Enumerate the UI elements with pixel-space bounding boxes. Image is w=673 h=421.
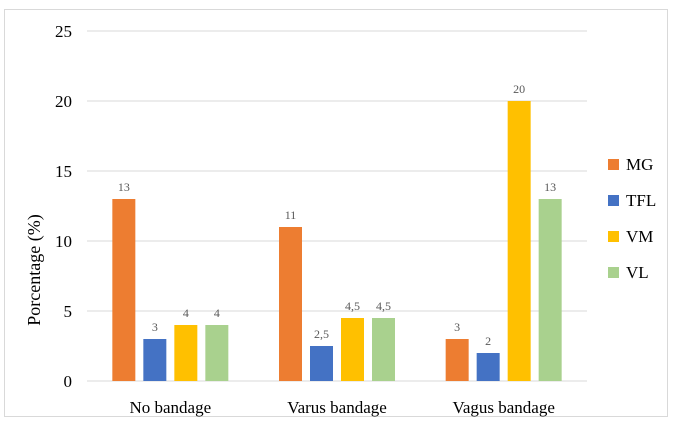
bar-mg-0: [112, 199, 136, 381]
data-label: 3: [152, 320, 158, 334]
bar-vl-2: [538, 199, 562, 381]
y-tick-label: 10: [55, 232, 72, 251]
data-label: 4,5: [376, 299, 391, 313]
data-label: 4: [183, 306, 189, 320]
bars: [112, 101, 562, 381]
legend-swatch-vl: [608, 267, 619, 278]
gridlines: [87, 30, 587, 382]
bar-vl-0: [205, 325, 229, 381]
bar-tfl-2: [476, 353, 500, 381]
bar-vm-0: [174, 325, 198, 381]
x-category-label: Varus bandage: [287, 398, 387, 417]
bar-vl-1: [372, 318, 395, 381]
legend-swatch-vm: [608, 231, 619, 242]
bar-vm-2: [507, 101, 531, 381]
legend-swatch-mg: [608, 159, 619, 170]
x-category-label: No bandage: [129, 398, 211, 417]
y-tick-label: 0: [64, 372, 73, 391]
y-tick-label: 15: [55, 162, 72, 181]
bar-tfl-0: [143, 339, 167, 381]
bar-mg-1: [279, 227, 302, 381]
data-label: 11: [285, 208, 297, 222]
data-label: 13: [118, 180, 130, 194]
legend-label-mg: MG: [626, 155, 653, 174]
legend-swatch-tfl: [608, 195, 619, 206]
x-axis-categories: No bandage Varus bandage Vagus bandage: [129, 398, 554, 417]
bar-mg-2: [445, 339, 469, 381]
legend-label-vl: VL: [626, 263, 649, 282]
data-label: 2,5: [314, 327, 329, 341]
data-label: 4,5: [345, 299, 360, 313]
x-category-label: Vagus bandage: [452, 398, 554, 417]
y-tick-label: 20: [55, 92, 72, 111]
data-labels: 13 3 4 4 11 2,5 4,5 4,5 3 2 20 13: [118, 82, 556, 348]
bar-vm-1: [341, 318, 364, 381]
legend-label-tfl: TFL: [626, 191, 656, 210]
legend: MG TFL VM VL: [608, 155, 656, 282]
y-tick-label: 5: [64, 302, 73, 321]
y-axis-ticks: 0 5 10 15 20 25: [55, 22, 72, 391]
data-label: 20: [513, 82, 525, 96]
bar-tfl-1: [310, 346, 333, 381]
y-tick-label: 25: [55, 22, 72, 41]
data-label: 13: [544, 180, 556, 194]
y-axis-title: Porcentage (%): [24, 214, 45, 325]
data-label: 2: [485, 334, 491, 348]
legend-label-vm: VM: [626, 227, 653, 246]
data-label: 4: [214, 306, 220, 320]
data-label: 3: [454, 320, 460, 334]
